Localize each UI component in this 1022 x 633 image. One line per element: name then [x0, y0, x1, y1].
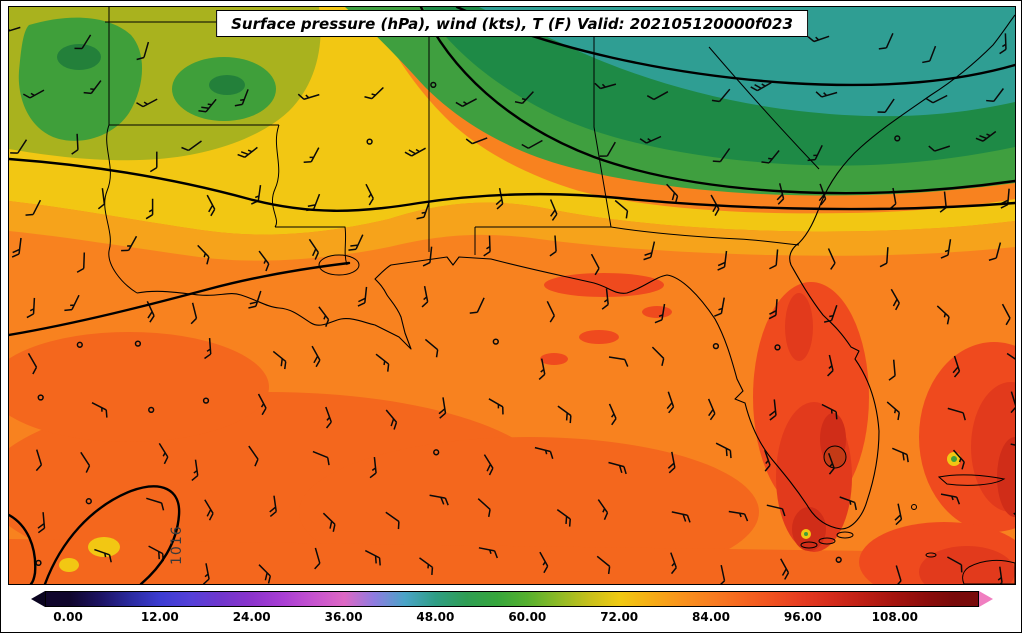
coastline [136, 14, 1015, 530]
georgia-florida-border [610, 226, 800, 246]
temperature-field [9, 7, 1015, 584]
colorbar-tick-label: 48.00 [416, 610, 455, 624]
dark-green-patches [57, 44, 245, 95]
florida-keys [818, 537, 836, 545]
texas-border-sabine-river [104, 7, 138, 294]
amber-band [9, 201, 1015, 261]
deep-orange-gulf [9, 332, 1015, 584]
isobar-corner [9, 513, 37, 584]
isobar-1016-low [43, 485, 181, 584]
colorbar-tick-label: 24.00 [232, 610, 271, 624]
alabama-georgia-border [593, 22, 612, 228]
florida-keys [800, 541, 818, 549]
lakes [318, 254, 847, 469]
isobar-top-outer [455, 7, 1015, 87]
isobar-lower-left [9, 261, 351, 337]
green-speckles [804, 456, 957, 536]
wind-barbs [9, 26, 1015, 584]
colorbar-tick-label: 0.00 [53, 610, 83, 624]
pressure-contours [9, 7, 1015, 584]
lake-okeechobee [823, 445, 847, 469]
alabama-florida-border [474, 226, 611, 255]
contour-label-1016: 1016 [169, 525, 185, 565]
andros-island [962, 559, 1015, 584]
bahama-cay [925, 552, 937, 558]
map-title-box: Surface pressure (hPa), wind (kts), T (F… [216, 10, 808, 37]
weather-map: 1016 [9, 7, 1015, 584]
colorbar-tick-label: 96.00 [783, 610, 822, 624]
colorbar-gradient [45, 591, 979, 607]
lake-pontchartrain [318, 254, 360, 276]
louisiana-31n-border [275, 226, 348, 266]
mississippi-river-border [271, 124, 280, 228]
colorbar-left-arrow [31, 591, 45, 607]
colorbar-tick-label: 36.00 [324, 610, 363, 624]
colorbar-tick-label: 60.00 [508, 610, 547, 624]
isobar-top-inner [419, 7, 1015, 195]
colorbar-tick-label: 84.00 [692, 610, 730, 624]
georgia-southcarolina-border [708, 46, 820, 170]
colorbar-right-arrow [979, 591, 993, 607]
colorbar-tick-label: 108.00 [871, 610, 918, 624]
red2-warm-patches [776, 293, 1015, 584]
yellow-speckles [59, 452, 961, 572]
colorbar-tick-label: 72.00 [600, 610, 639, 624]
map-area: 1016 Surface pressure (hPa), wind (kts),… [8, 6, 1016, 585]
colorbar-tick-label: 12.00 [140, 610, 179, 624]
florida-keys [836, 531, 854, 539]
islands [800, 474, 1015, 584]
grand-bahama-island [937, 474, 1006, 486]
map-title: Surface pressure (hPa), wind (kts), T (F… [231, 15, 793, 33]
isobar-across [9, 157, 1015, 212]
colorbar: 0.00 12.00 24.00 36.00 48.00 60.00 72.00 84.00 9… [31, 591, 993, 627]
bimini-island [911, 504, 917, 510]
